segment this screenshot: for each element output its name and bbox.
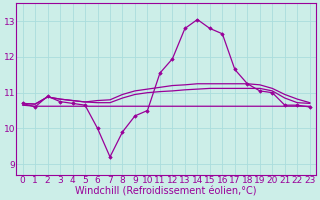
X-axis label: Windchill (Refroidissement éolien,°C): Windchill (Refroidissement éolien,°C) (76, 187, 257, 197)
